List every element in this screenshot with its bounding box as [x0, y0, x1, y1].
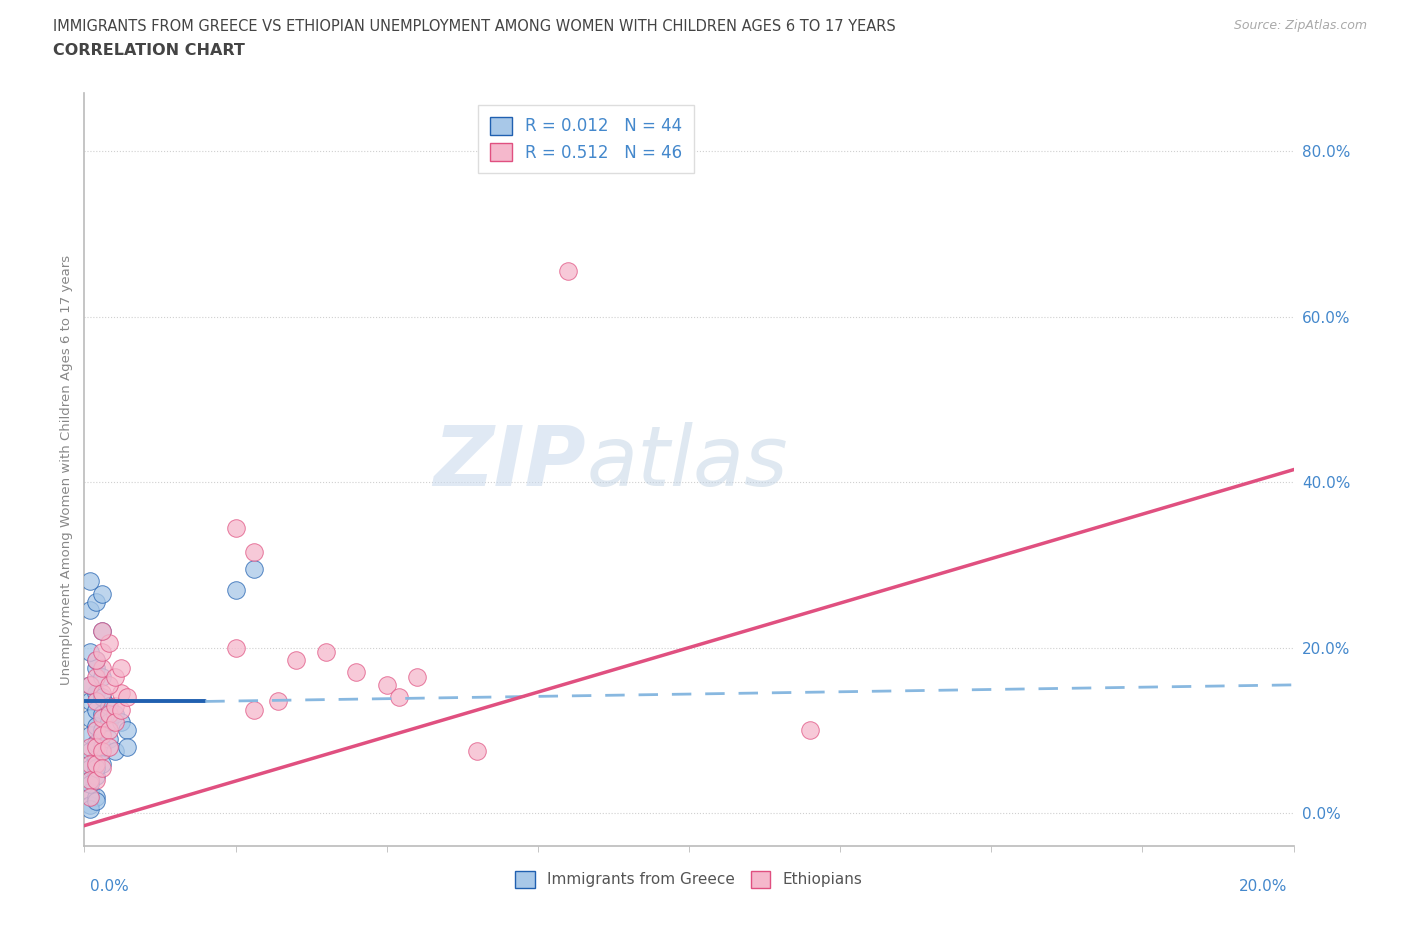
Point [110, 661, 132, 676]
Point [406, 670, 429, 684]
Point [79, 574, 101, 589]
Point [86, 760, 108, 775]
Point [79, 797, 101, 812]
Point [79, 756, 101, 771]
Point [91, 756, 114, 771]
Point [79, 677, 101, 692]
Point [91, 744, 114, 759]
Point [91, 739, 114, 754]
Point [104, 744, 127, 759]
Text: CORRELATION CHART: CORRELATION CHART [53, 43, 245, 58]
Point [97, 739, 120, 754]
Point [79, 739, 101, 754]
Point [86, 752, 108, 767]
Point [79, 677, 101, 692]
Point [225, 520, 247, 535]
Point [86, 793, 108, 808]
Point [79, 773, 101, 788]
Point [86, 653, 108, 668]
Point [799, 723, 821, 737]
Point [91, 707, 114, 722]
Point [97, 714, 120, 729]
Point [79, 727, 101, 742]
Text: IMMIGRANTS FROM GREECE VS ETHIOPIAN UNEMPLOYMENT AMONG WOMEN WITH CHILDREN AGES : IMMIGRANTS FROM GREECE VS ETHIOPIAN UNEM… [53, 19, 896, 33]
Point [79, 603, 101, 618]
Point [110, 702, 132, 717]
Text: Source: ZipAtlas.com: Source: ZipAtlas.com [1233, 19, 1367, 32]
Point [97, 636, 120, 651]
Point [242, 562, 264, 577]
Point [79, 644, 101, 659]
Point [91, 760, 114, 775]
Point [79, 773, 101, 788]
Point [91, 661, 114, 676]
Text: atlas: atlas [586, 421, 787, 502]
Point [346, 665, 368, 680]
Point [104, 707, 127, 722]
Point [104, 714, 127, 729]
Point [86, 736, 108, 751]
Y-axis label: Unemployment Among Women with Children Ages 6 to 17 years: Unemployment Among Women with Children A… [60, 255, 73, 684]
Point [115, 690, 138, 705]
Point [115, 723, 138, 737]
Point [104, 698, 127, 713]
Point [86, 723, 108, 737]
Point [91, 711, 114, 725]
Point [97, 731, 120, 746]
Point [467, 744, 489, 759]
Point [242, 545, 264, 560]
Point [91, 727, 114, 742]
Point [86, 719, 108, 734]
Point [79, 777, 101, 791]
Point [91, 587, 114, 602]
Point [91, 670, 114, 684]
Point [267, 694, 290, 709]
Point [97, 677, 120, 692]
Point [110, 685, 132, 700]
Text: 20.0%: 20.0% [1239, 880, 1288, 895]
Point [91, 624, 114, 639]
Point [86, 739, 108, 754]
Point [86, 756, 108, 771]
Point [91, 723, 114, 737]
Legend: Immigrants from Greece, Ethiopians: Immigrants from Greece, Ethiopians [508, 863, 870, 896]
Point [86, 790, 108, 804]
Point [79, 744, 101, 759]
Point [86, 702, 108, 717]
Point [97, 723, 120, 737]
Point [91, 624, 114, 639]
Point [285, 653, 308, 668]
Point [91, 685, 114, 700]
Point [79, 802, 101, 817]
Point [242, 702, 264, 717]
Point [110, 714, 132, 729]
Point [115, 739, 138, 754]
Point [557, 263, 579, 278]
Point [86, 653, 108, 668]
Point [86, 670, 108, 684]
Point [79, 785, 101, 800]
Point [375, 677, 398, 692]
Point [86, 773, 108, 788]
Point [97, 707, 120, 722]
Point [97, 698, 120, 713]
Point [79, 760, 101, 775]
Point [91, 690, 114, 705]
Text: 0.0%: 0.0% [90, 880, 129, 895]
Point [225, 640, 247, 655]
Point [388, 690, 411, 705]
Point [79, 694, 101, 709]
Text: ZIP: ZIP [433, 421, 586, 502]
Point [91, 644, 114, 659]
Point [79, 790, 101, 804]
Point [86, 661, 108, 676]
Point [86, 594, 108, 609]
Point [315, 644, 337, 659]
Point [86, 694, 108, 709]
Point [79, 711, 101, 725]
Point [86, 768, 108, 783]
Point [104, 670, 127, 684]
Point [86, 685, 108, 700]
Point [225, 582, 247, 597]
